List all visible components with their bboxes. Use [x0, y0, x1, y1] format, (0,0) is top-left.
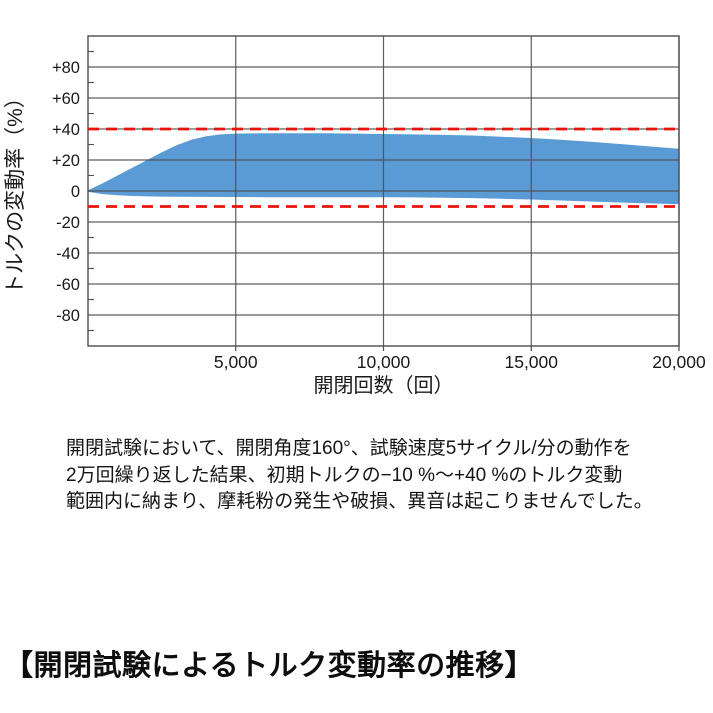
test-result-description: 開閉試験において、開閉角度160°、試験速度5サイクル/分の動作を 2万回繰り返…	[66, 436, 702, 516]
x-tick-label: 5,000	[214, 352, 258, 372]
y-tick-label: +60	[52, 90, 80, 108]
x-tick-label: 10,000	[357, 352, 411, 372]
y-axis-title: トルクの変動率（%）	[4, 87, 27, 295]
description-line-1: 開閉試験において、開閉角度160°、試験速度5サイクル/分の動作を	[66, 438, 632, 459]
description-line-2: 2万回繰り返した結果、初期トルクの−10 %～+40 %のトルク変動	[66, 464, 623, 486]
x-tick-label: 20,000	[652, 352, 706, 372]
y-tick-label: +80	[52, 59, 80, 77]
y-tick-label: -60	[56, 276, 80, 294]
description-line-3: 範囲内に納まり、摩耗粉の発生や破損、異音は起こりませんでした。	[66, 491, 653, 512]
y-tick-label: -80	[56, 307, 80, 325]
y-tick-label: -20	[56, 214, 80, 232]
y-tick-label: +40	[52, 121, 80, 139]
torque-variation-chart: 5,000 10,000 15,000 20,000 +80 +60 +40 +20 0 -20 -…	[4, 35, 706, 397]
x-axis-title: 開閉回数（回）	[314, 374, 454, 397]
x-tick-label: 15,000	[504, 352, 558, 372]
y-tick-label: +20	[52, 152, 80, 170]
chart-canvas: 5,000 10,000 15,000 20,000 +80 +60 +40 +20 0 -20 -…	[4, 35, 706, 397]
y-tick-label: -40	[56, 245, 80, 263]
y-tick-label: 0	[71, 183, 80, 201]
figure-caption: 【開閉試験によるトルク変動率の推移】	[4, 650, 535, 682]
